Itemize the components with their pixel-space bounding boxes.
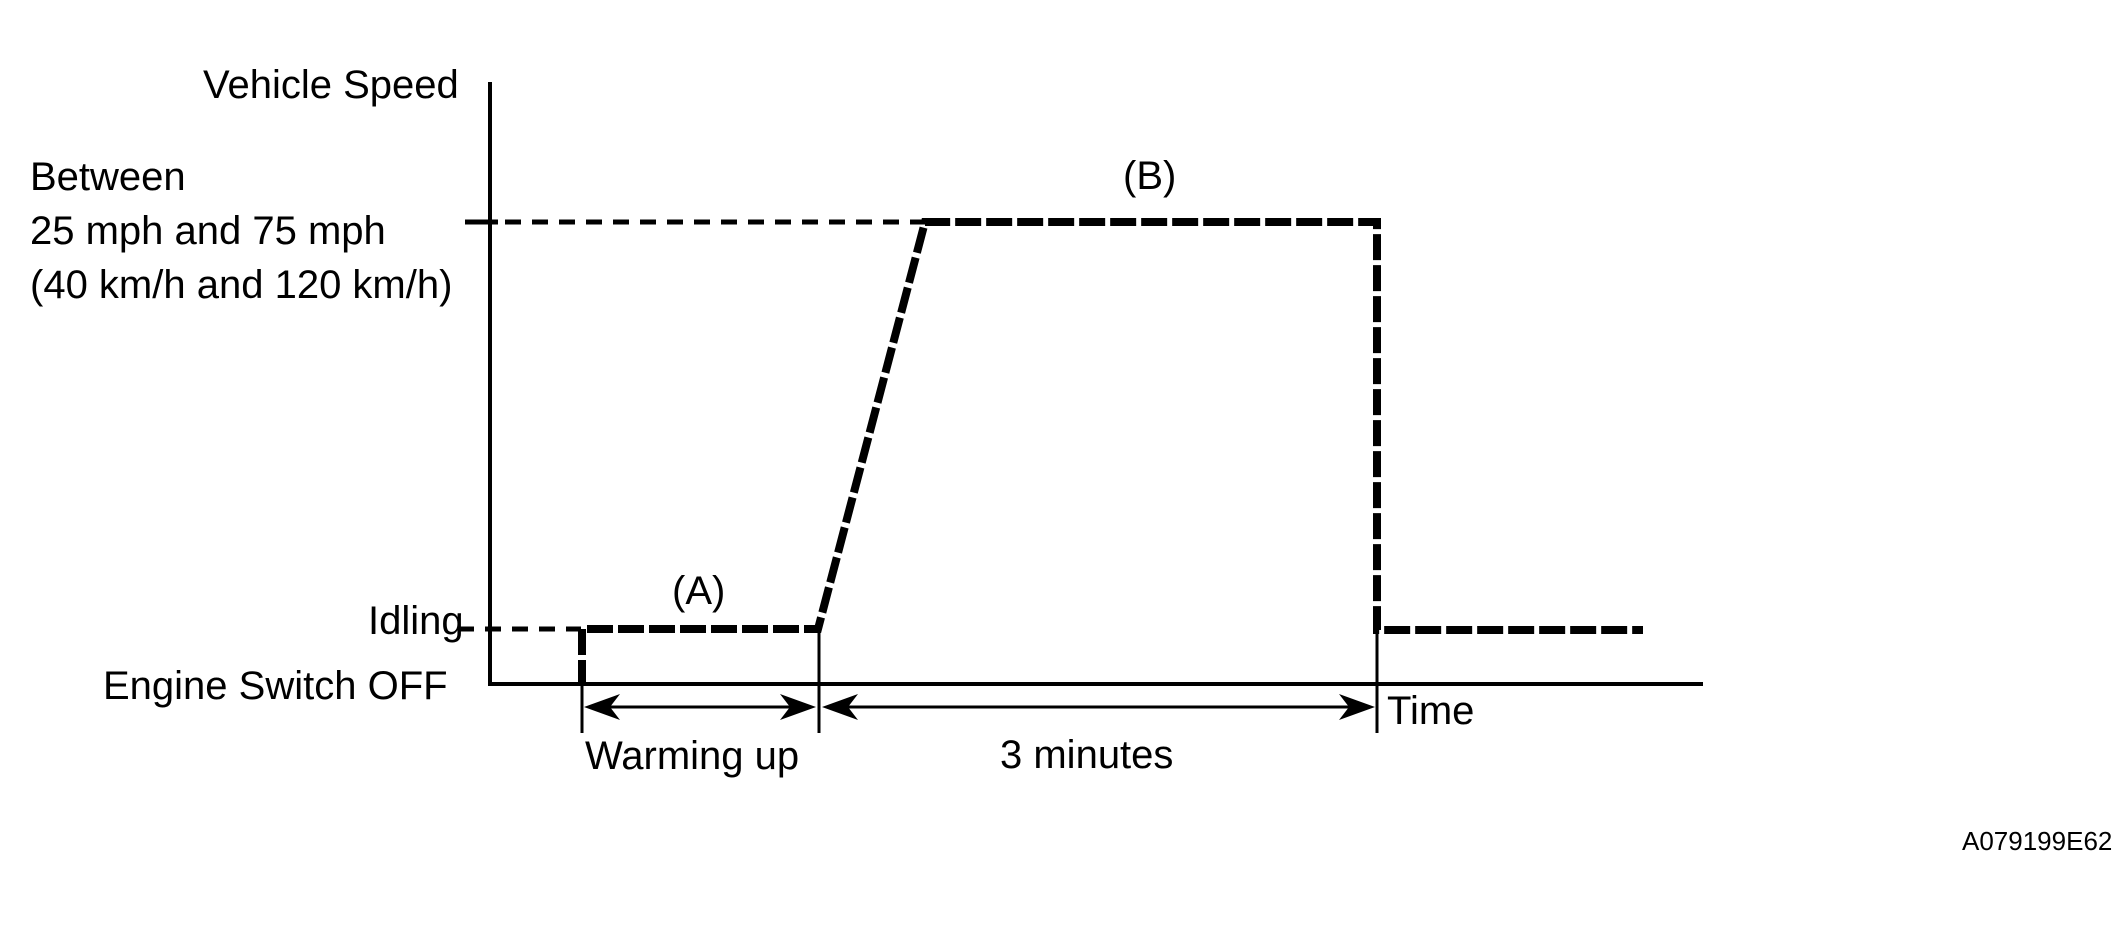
speed-curve [578, 218, 1643, 686]
x-axis-label: Time [1387, 689, 1475, 733]
warming-up-duration-label: Warming up [585, 734, 800, 778]
phase-b-label: (B) [1123, 154, 1177, 198]
three-minutes-arrowhead-left [822, 694, 858, 720]
y-axis-label: Vehicle Speed [203, 63, 459, 107]
three-minutes-arrowhead-right [1339, 694, 1375, 720]
cruise-speed-range-line3: (40 km/h and 120 km/h) [30, 263, 453, 307]
figure-code: A079199E62 [1962, 826, 2113, 856]
phase-a-label: (A) [672, 569, 726, 613]
warming-up-arrowhead-right [780, 694, 816, 720]
cruise-speed-range-line1: Between [30, 155, 186, 199]
warming-up-arrowhead-left [584, 694, 620, 720]
three-minutes-duration-label: 3 minutes [1000, 733, 1174, 777]
cruise-speed-range-label: Between 25 mph and 75 mph (40 km/h and 1… [30, 150, 452, 312]
engine-switch-off-label: Engine Switch OFF [103, 664, 448, 708]
cruise-speed-range-line2: 25 mph and 75 mph [30, 209, 386, 253]
idling-level-label: Idling [368, 599, 464, 643]
